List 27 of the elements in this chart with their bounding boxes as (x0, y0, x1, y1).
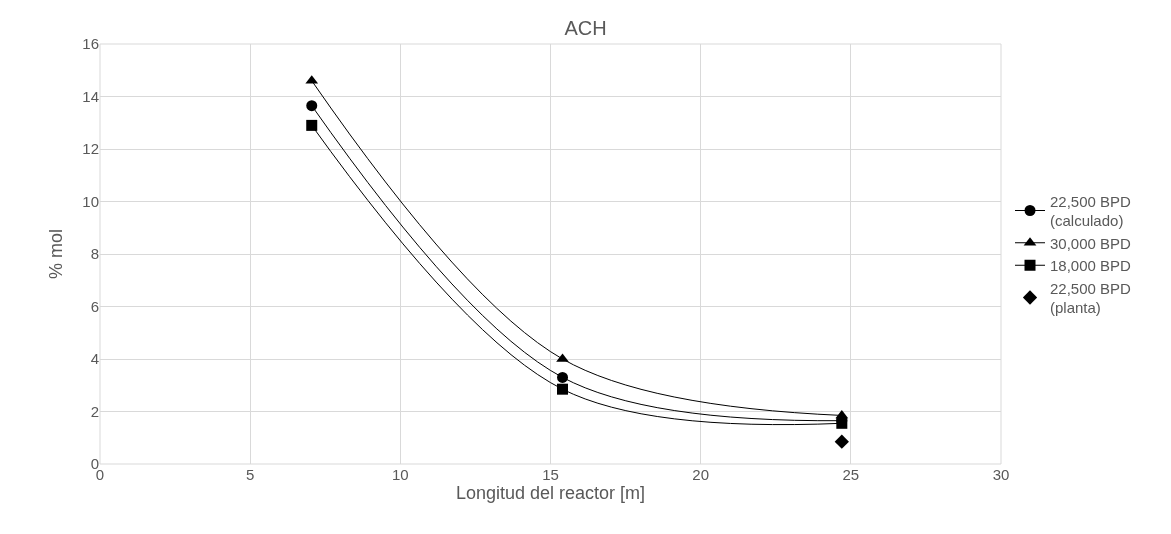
x-axis-title: Longitud del reactor [m] (455, 483, 646, 504)
y-tick-label: 4 (90, 350, 99, 368)
x-tick-label: 15 (542, 466, 559, 483)
y-tick-label: 14 (82, 87, 99, 105)
legend-label: 22,500 BPD (calculado) (1050, 192, 1132, 230)
legend-label: 30,000 BPD (1050, 234, 1132, 252)
y-axis-title: % mol (45, 228, 66, 280)
y-tick-label: 2 (90, 402, 99, 420)
x-tick-label: 10 (391, 466, 409, 483)
point (557, 383, 569, 395)
x-tick-label: 5 (246, 466, 255, 483)
point (835, 409, 849, 419)
point (306, 119, 318, 131)
y-tick-label: 16 (82, 35, 99, 53)
x-tick-label: 20 (692, 466, 710, 483)
chart-title: ACH (564, 17, 607, 40)
y-tick-label: 8 (90, 245, 99, 263)
y-tick-label: 10 (82, 192, 99, 210)
point (834, 434, 849, 449)
x-tick-label: 30 (992, 466, 1010, 483)
point (557, 371, 569, 383)
x-tick-label: 25 (842, 466, 860, 483)
point (306, 100, 318, 112)
legend-label: 18,000 BPD (1050, 257, 1132, 275)
legend-label: 22,500 BPD (planta) (1050, 279, 1132, 317)
y-tick-label: 6 (90, 297, 99, 315)
y-tick-label: 12 (82, 140, 99, 158)
